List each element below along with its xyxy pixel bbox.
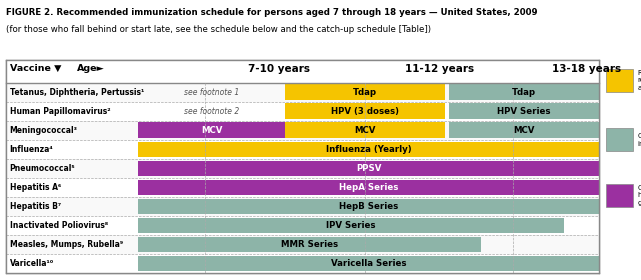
Bar	[138, 142, 599, 157]
Text: Influenza⁴: Influenza⁴	[10, 145, 53, 154]
Text: MCV: MCV	[201, 126, 222, 135]
Bar	[606, 184, 633, 207]
Bar	[449, 103, 599, 119]
Text: Influenza (Yearly): Influenza (Yearly)	[326, 145, 412, 154]
Text: PPSV: PPSV	[356, 164, 381, 173]
Text: MCV: MCV	[513, 126, 535, 135]
Text: Human Papillomavirus²: Human Papillomavirus²	[10, 107, 110, 116]
Bar	[6, 121, 599, 140]
FancyBboxPatch shape	[6, 60, 599, 273]
Text: Varicella¹⁰: Varicella¹⁰	[10, 259, 54, 268]
Bar	[449, 122, 599, 138]
Text: HepB Series: HepB Series	[339, 202, 398, 211]
Text: Age►: Age►	[77, 64, 104, 73]
Text: Certain
high-risk
groups: Certain high-risk groups	[638, 185, 641, 206]
Text: Tdap: Tdap	[353, 88, 378, 97]
Text: MCV: MCV	[354, 126, 376, 135]
Bar	[138, 161, 599, 176]
Bar	[6, 159, 599, 178]
Bar	[138, 237, 481, 252]
Text: Catch-up
immunization: Catch-up immunization	[638, 133, 641, 147]
Text: Tetanus, Diphtheria, Pertussis¹: Tetanus, Diphtheria, Pertussis¹	[10, 88, 144, 97]
Text: HPV (3 doses): HPV (3 doses)	[331, 107, 399, 116]
Bar	[138, 256, 599, 271]
Bar	[606, 69, 633, 92]
Bar	[6, 178, 599, 197]
Text: Inactivated Poliovirus⁸: Inactivated Poliovirus⁸	[10, 221, 108, 230]
Text: Pneumococcal⁵: Pneumococcal⁵	[10, 164, 76, 173]
Text: HepA Series: HepA Series	[339, 183, 398, 192]
Text: Tdap: Tdap	[512, 88, 536, 97]
Bar	[606, 129, 633, 151]
Text: Range of
recommended
ages: Range of recommended ages	[638, 70, 641, 91]
Bar	[6, 197, 599, 216]
Text: Hepatitis A⁶: Hepatitis A⁶	[10, 183, 61, 192]
Bar	[6, 216, 599, 235]
Text: Hepatitis B⁷: Hepatitis B⁷	[10, 202, 61, 211]
Bar	[6, 102, 599, 121]
Text: see footnote 2: see footnote 2	[184, 107, 239, 116]
Bar	[138, 122, 285, 138]
Text: Measles, Mumps, Rubella⁹: Measles, Mumps, Rubella⁹	[10, 240, 123, 249]
Bar	[6, 235, 599, 254]
Text: IPV Series: IPV Series	[326, 221, 376, 230]
Bar	[285, 84, 445, 100]
Text: 11-12 years: 11-12 years	[404, 64, 474, 74]
Bar	[138, 218, 564, 233]
Bar	[449, 84, 599, 100]
Text: HPV Series: HPV Series	[497, 107, 551, 116]
Bar	[138, 199, 599, 214]
Text: FIGURE 2. Recommended immunization schedule for persons aged 7 through 18 years : FIGURE 2. Recommended immunization sched…	[6, 8, 538, 17]
Text: 13-18 years: 13-18 years	[552, 64, 621, 74]
Bar	[6, 254, 599, 273]
Text: Vaccine ▼: Vaccine ▼	[10, 64, 61, 73]
Text: MMR Series: MMR Series	[281, 240, 338, 249]
Bar	[6, 140, 599, 159]
Text: 7-10 years: 7-10 years	[248, 64, 310, 74]
Bar	[6, 83, 599, 102]
Bar	[285, 103, 445, 119]
FancyBboxPatch shape	[6, 60, 599, 83]
Text: Varicella Series: Varicella Series	[331, 259, 406, 268]
Text: see footnote 1: see footnote 1	[184, 88, 239, 97]
Text: (for those who fall behind or start late, see the schedule below and the catch-u: (for those who fall behind or start late…	[6, 25, 431, 34]
Text: Meningococcal³: Meningococcal³	[10, 126, 78, 135]
Bar	[138, 180, 599, 195]
Bar	[285, 122, 445, 138]
